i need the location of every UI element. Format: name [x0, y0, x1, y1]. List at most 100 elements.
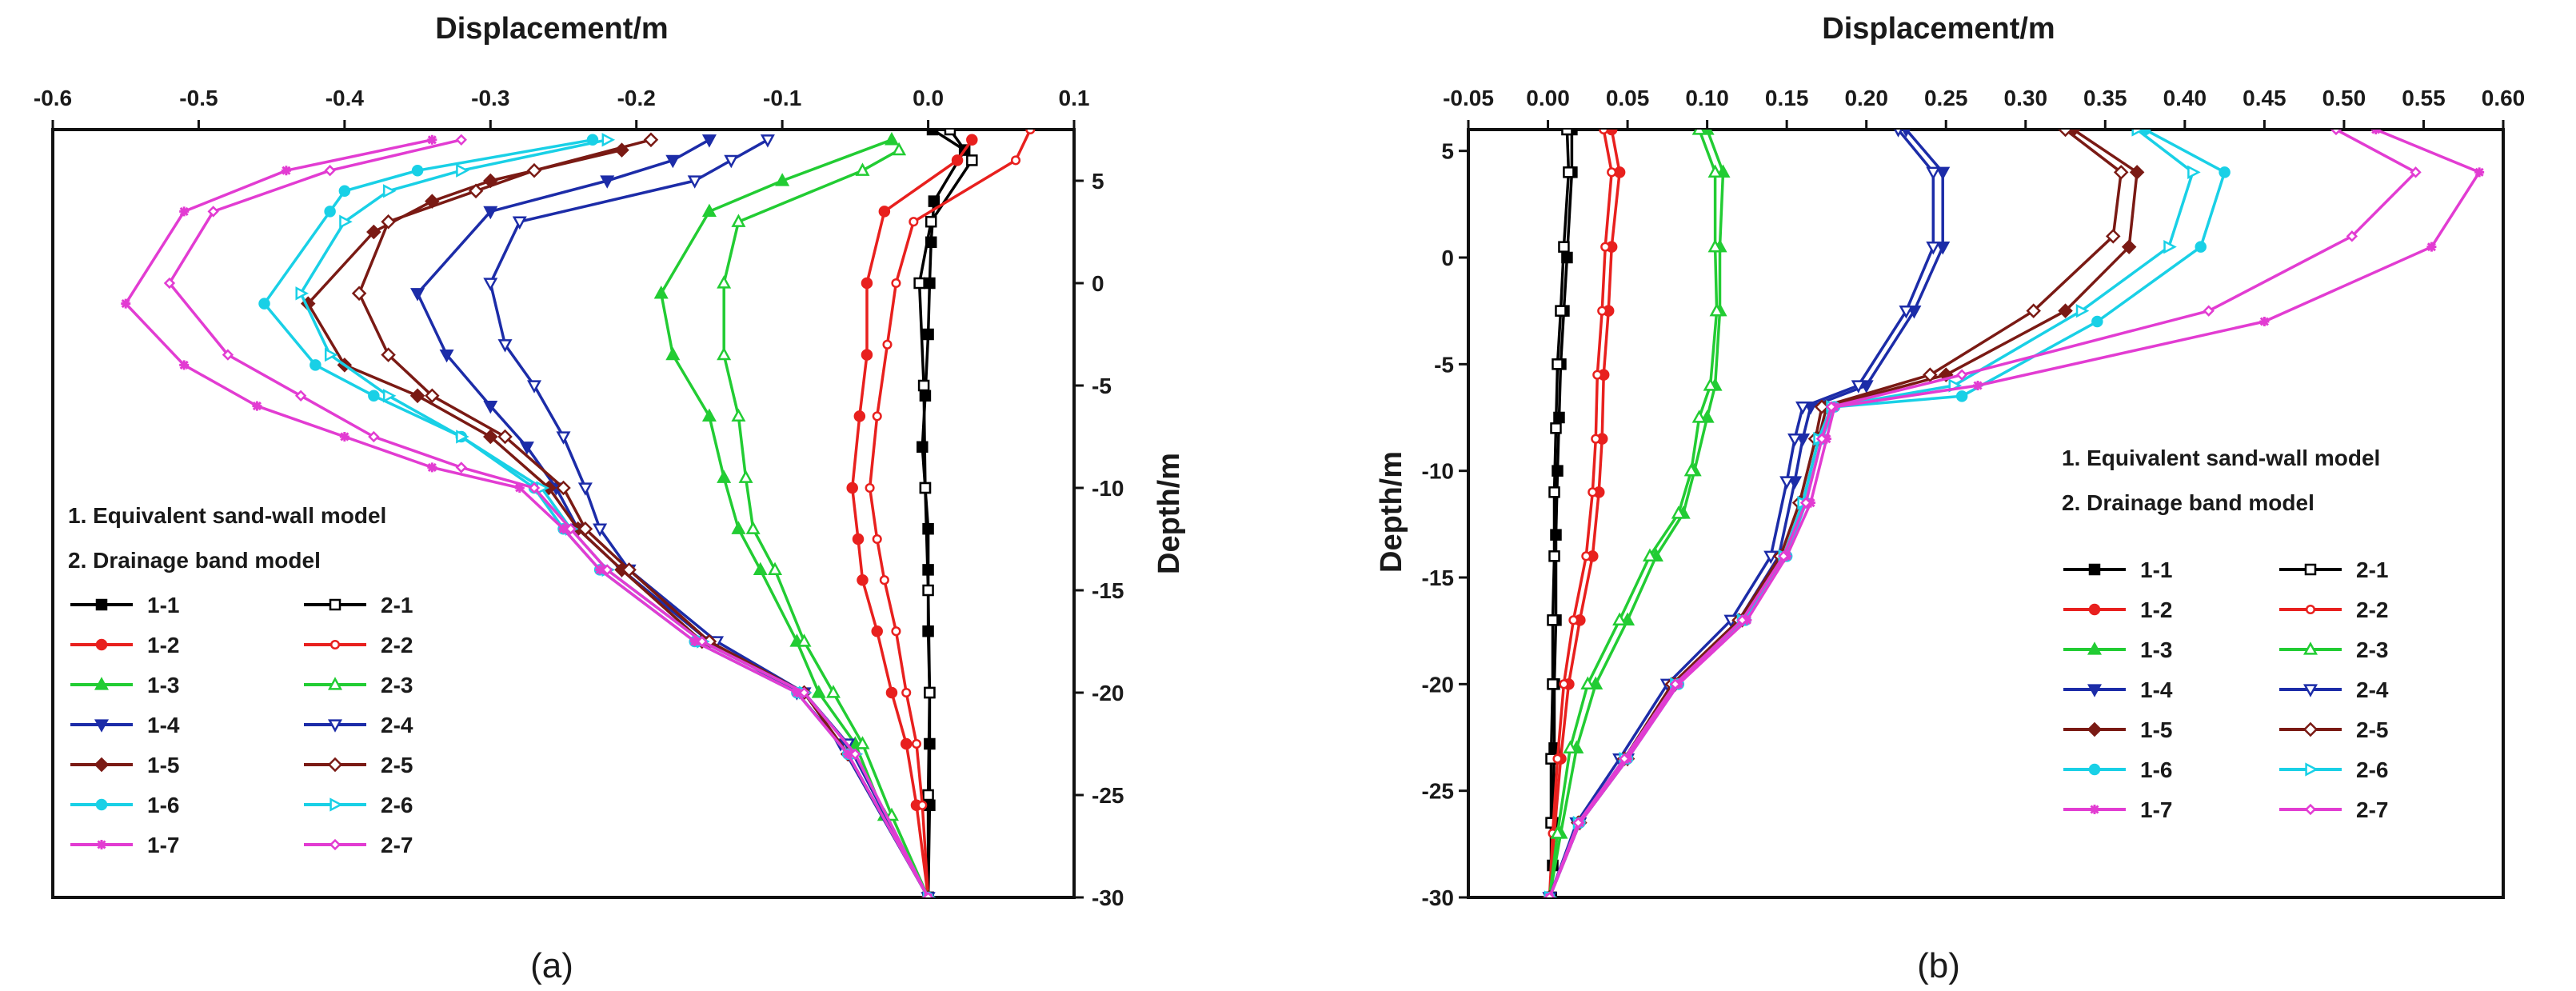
legend-label: 1-3: [2140, 637, 2172, 662]
model-label-1-b: 1. Equivalent sand-wall model: [2062, 446, 2380, 470]
legend-item-1-3: 1-3: [2063, 637, 2172, 662]
data-point: [1703, 378, 1718, 391]
data-point: [753, 561, 768, 576]
data-point: [798, 686, 810, 699]
legend-label: 2-3: [2356, 637, 2388, 662]
legend-marker: [2305, 762, 2318, 777]
series-layer-b: [1542, 130, 2485, 897]
data-point: [382, 389, 397, 403]
data-point: [1025, 130, 1036, 135]
data-point: [1691, 410, 1707, 423]
legend-item-2-4: 2-4: [304, 713, 413, 737]
legend-marker: [2305, 604, 2316, 615]
plot-frame-a: [51, 128, 1076, 899]
data-point: [966, 134, 978, 146]
data-point: [872, 533, 882, 545]
data-point: [731, 521, 746, 534]
data-point: [1707, 238, 1723, 253]
legend-marker: [2304, 563, 2317, 576]
data-point: [121, 298, 131, 309]
legend-item-2-6: 2-6: [304, 793, 413, 817]
x-tick-label: -0.6: [34, 86, 72, 110]
data-point: [556, 480, 571, 496]
data-point: [701, 408, 717, 422]
legend-marker: [2088, 603, 2101, 616]
data-point: [731, 408, 746, 422]
data-point: [701, 203, 717, 218]
legend-item-1-5: 1-5: [70, 753, 179, 777]
x-ticks-a: -0.6 -0.5 -0.4 -0.3 -0.2 -0.1 0.0 0.1: [34, 86, 1089, 130]
data-point: [900, 737, 913, 750]
legend-marker: [2087, 641, 2103, 655]
legend-label: 2-1: [381, 593, 413, 617]
data-point: [928, 195, 941, 207]
legend-marker: [2087, 721, 2103, 737]
data-point: [922, 584, 934, 597]
data-point: [885, 686, 898, 699]
legend-marker: [329, 797, 343, 812]
data-point: [514, 483, 525, 493]
data-point: [455, 462, 467, 474]
data-point: [294, 390, 307, 402]
plot-frame-b: [1467, 128, 2505, 899]
y-ticks-b: 5 0 -5 -10 -15 -20 -25 -30: [1422, 139, 1468, 910]
data-point: [922, 522, 934, 535]
legend-marker: [2090, 805, 2099, 814]
data-point: [339, 214, 353, 229]
legend-label: 2-5: [381, 753, 413, 777]
data-point: [2026, 303, 2041, 318]
data-point: [687, 175, 702, 189]
legend-label: 1-4: [2140, 677, 2173, 702]
series-1-2: [846, 134, 978, 897]
data-point: [1550, 529, 1562, 541]
data-point: [892, 142, 907, 156]
data-point: [717, 470, 732, 483]
legend-item-2-5: 2-5: [2279, 717, 2388, 742]
legend-label: 1-1: [147, 593, 179, 617]
legend-item-1-5: 1-5: [2063, 717, 2172, 742]
data-point: [2346, 230, 2358, 242]
data-point: [917, 379, 930, 392]
series-line-1-2: [850, 138, 973, 897]
y-tick-label: -20: [1422, 672, 1454, 697]
data-point: [1572, 817, 1584, 829]
data-point: [879, 575, 889, 585]
series-1-3: [1545, 130, 1731, 897]
data-point: [1899, 306, 1914, 319]
data-point: [1691, 130, 1707, 135]
legend-label: 2-7: [381, 833, 413, 857]
data-point: [1552, 753, 1563, 764]
legend-label: 1-7: [2140, 797, 2172, 822]
data-point: [1612, 612, 1627, 625]
data-point: [577, 521, 593, 537]
data-point: [1558, 241, 1570, 253]
data-point: [483, 278, 498, 291]
data-point: [252, 401, 262, 411]
legend-marker: [2302, 641, 2318, 655]
data-point: [901, 687, 912, 698]
legend-label: 1-6: [2140, 757, 2172, 782]
data-point: [1815, 433, 1828, 445]
data-point: [1709, 302, 1724, 317]
data-point: [2259, 317, 2270, 326]
x-tick-label: -0.2: [617, 86, 656, 110]
legend-label: 1-6: [147, 793, 179, 817]
data-point: [2195, 241, 2207, 253]
y-tick-label: -5: [1434, 352, 1454, 377]
data-point: [2091, 315, 2103, 328]
legend-item-2-1: 2-1: [2279, 557, 2388, 582]
legend-b: 1-1 1-2 1-3 1-4 1-5 1-6 1-7 2-1 2-2 2-3 2-4 2-5 2-6 2…: [2063, 557, 2389, 822]
data-point: [738, 470, 753, 483]
legend-label: 2-2: [2356, 597, 2388, 622]
legend-item-2-3: 2-3: [304, 673, 413, 697]
data-point: [456, 163, 469, 178]
data-point: [811, 685, 826, 698]
data-point: [1592, 370, 1603, 380]
legend-label: 2-2: [381, 633, 413, 657]
x-tick-label: 0.30: [2004, 86, 2048, 110]
data-point: [456, 430, 469, 444]
data-point: [427, 134, 437, 145]
data-point: [593, 523, 608, 537]
data-point: [558, 524, 569, 534]
